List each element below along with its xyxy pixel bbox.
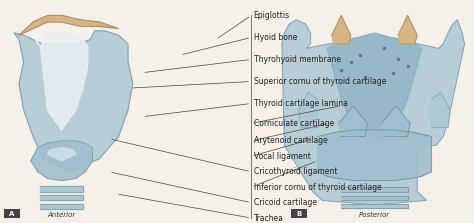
Polygon shape [341, 196, 408, 200]
Text: Arytenoid cartilage: Arytenoid cartilage [254, 136, 328, 145]
Polygon shape [341, 204, 408, 208]
Polygon shape [47, 148, 76, 161]
Text: Cricothyroid ligament: Cricothyroid ligament [254, 167, 337, 176]
Polygon shape [31, 141, 92, 181]
Text: Hyoid bone: Hyoid bone [254, 33, 297, 42]
Text: Posterior: Posterior [359, 212, 390, 218]
Polygon shape [382, 106, 410, 136]
Polygon shape [282, 20, 465, 205]
Polygon shape [40, 186, 83, 192]
Polygon shape [299, 93, 318, 128]
Polygon shape [398, 15, 417, 44]
FancyBboxPatch shape [291, 209, 307, 219]
FancyBboxPatch shape [4, 209, 20, 219]
Polygon shape [40, 204, 83, 209]
Polygon shape [318, 130, 431, 181]
Text: Cricoid cartilage: Cricoid cartilage [254, 198, 317, 207]
Text: Thyroid cartilage lamina: Thyroid cartilage lamina [254, 99, 347, 108]
Polygon shape [14, 31, 133, 172]
Polygon shape [19, 15, 118, 35]
Polygon shape [332, 15, 351, 44]
Text: Superior cornu of thyroid cartilage: Superior cornu of thyroid cartilage [254, 77, 386, 86]
Text: Corniculate cartilage: Corniculate cartilage [254, 119, 334, 128]
Text: Trachea: Trachea [254, 213, 283, 223]
Text: Thyrohyoid membrane: Thyrohyoid membrane [254, 55, 341, 64]
Text: Anterior: Anterior [47, 212, 76, 218]
Polygon shape [341, 187, 408, 192]
Text: B: B [296, 211, 301, 217]
Polygon shape [327, 35, 422, 143]
Text: Epiglottis: Epiglottis [254, 11, 290, 20]
Text: A: A [9, 211, 15, 217]
Text: Inferior cornu of thyroid cartilage: Inferior cornu of thyroid cartilage [254, 183, 382, 192]
Polygon shape [36, 33, 88, 130]
Polygon shape [40, 195, 83, 200]
Text: Vocal ligament: Vocal ligament [254, 152, 310, 161]
Polygon shape [431, 93, 450, 128]
Polygon shape [339, 106, 367, 136]
